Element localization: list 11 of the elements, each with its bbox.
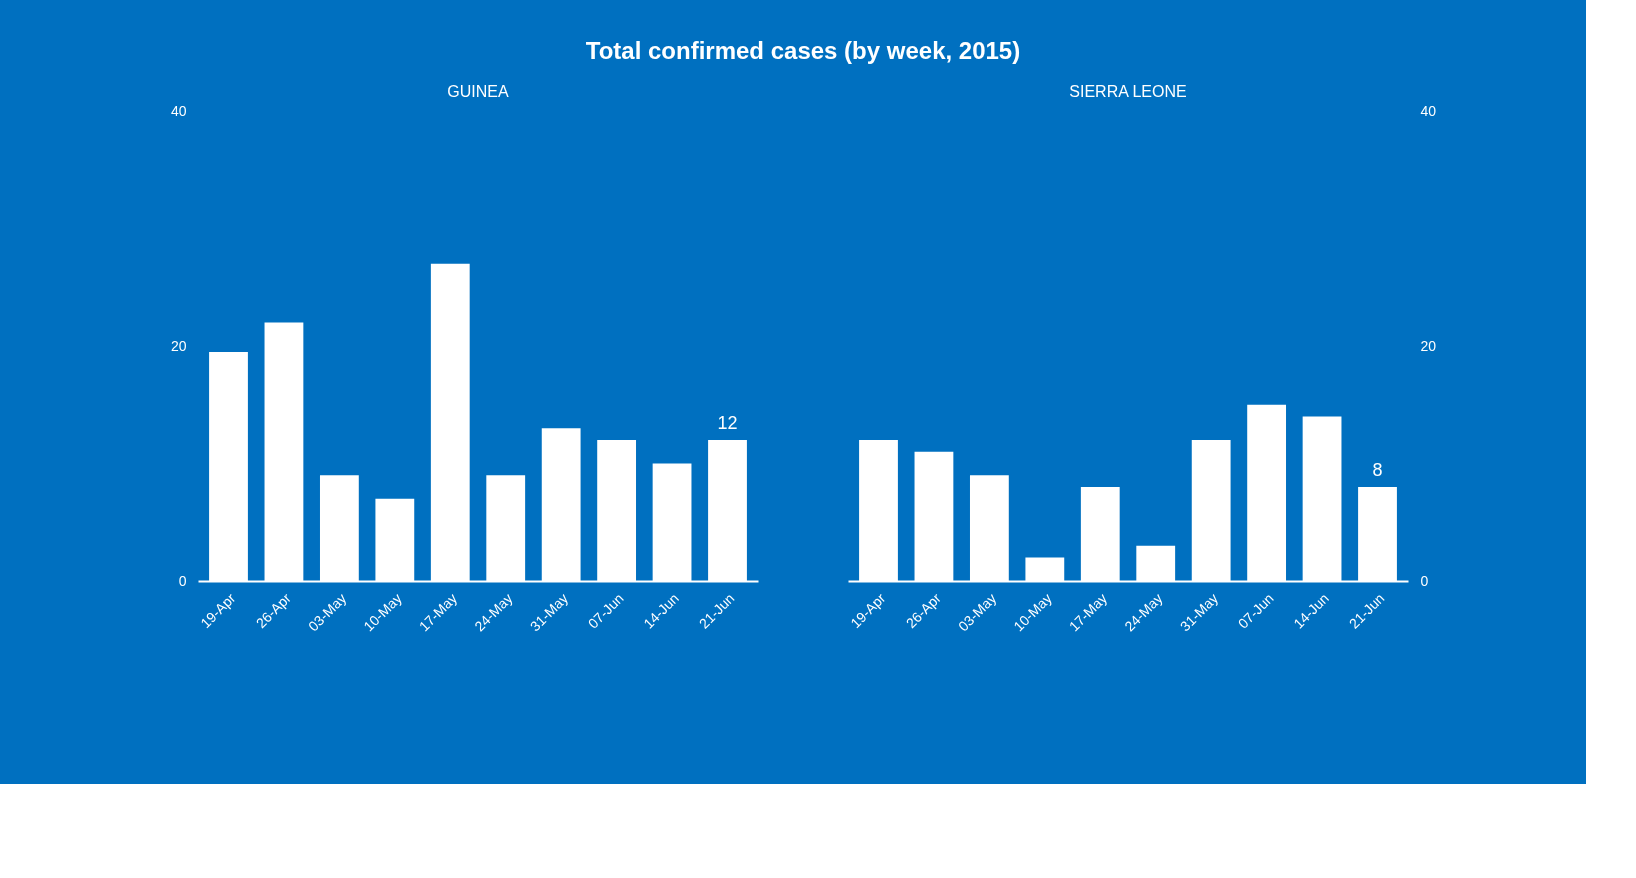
y-tick-label: 0 [1420,572,1429,589]
data-label: 12 [717,413,738,433]
y-tick-label: 20 [1420,337,1437,354]
chart-title: Total confirmed cases (by week, 2015) [585,37,1021,64]
y-tick-label: 0 [178,572,187,589]
chart-subtitle: GUINEA [447,83,509,100]
y-tick-label: 40 [1420,102,1437,119]
chart-subtitle: SIERRA LEONE [1069,83,1187,100]
data-label: 8 [1372,460,1383,480]
y-tick-label: 20 [170,337,187,354]
y-tick-label: 40 [170,102,187,119]
